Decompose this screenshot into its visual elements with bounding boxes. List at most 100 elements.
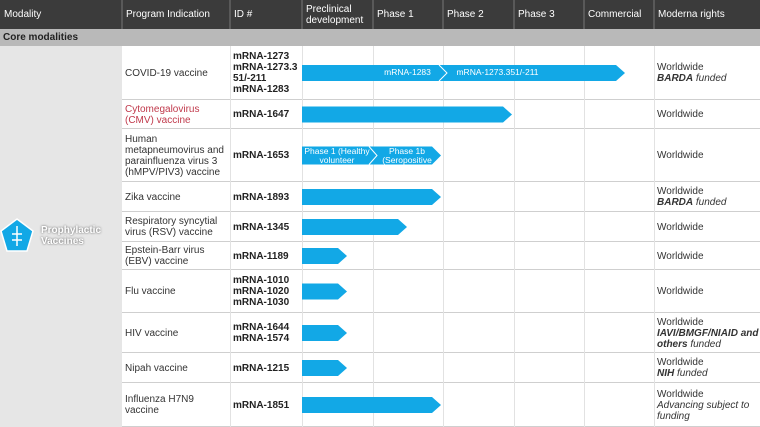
funder: IAVI/BMGF/NIAID and others — [657, 327, 759, 350]
program: COVID-19 vaccine — [125, 67, 208, 79]
funder: BARDA — [657, 73, 694, 84]
id-cell: mRNA-1215 — [230, 353, 302, 383]
program: Cytomegalovirus (CMV) vaccine — [125, 103, 200, 126]
id-cell: mRNA-1189 — [230, 242, 302, 270]
rights: Worldwide — [657, 186, 704, 197]
program-id: mRNA-1647 — [233, 109, 290, 120]
header-cell: ID # — [234, 9, 253, 20]
rights: Worldwide — [657, 62, 704, 73]
header-cell: Program Indication — [126, 9, 210, 20]
funder: BARDA — [657, 197, 694, 208]
note: Advancing subject to funding — [657, 399, 750, 422]
rights-cell: Worldwide — [654, 129, 760, 182]
id-cell: mRNA-1647 — [230, 100, 302, 129]
arrow-label: Phase 1b (Seropositive — [382, 146, 432, 165]
program-id: mRNA-1215 — [233, 362, 290, 374]
program: Influenza H7N9 vaccine — [125, 394, 194, 416]
program-id: mRNA-1189 — [233, 250, 289, 262]
rights-cell: Worldwide — [654, 242, 760, 270]
progress-arrow — [302, 248, 347, 264]
program-id: mRNA-1273.351/-211 — [233, 62, 298, 84]
progress-arrow — [302, 360, 347, 376]
progress-arrow — [302, 106, 512, 123]
progress-arrow — [302, 325, 347, 341]
id-cell: mRNA-1893 — [230, 182, 302, 212]
modality-label: Prophylactic Vaccines — [41, 225, 102, 247]
program: Human metapneumovirus and parainfluenza … — [125, 133, 224, 178]
program: Nipah vaccine — [125, 362, 188, 374]
rights-note: IAVI/BMGF/NIAID and others funded — [657, 328, 760, 350]
program: Flu vaccine — [125, 286, 176, 297]
rights: Worldwide — [657, 316, 704, 328]
arrow-label: Phase 1 (Healthy volunteer — [304, 146, 370, 165]
progress-arrow — [302, 397, 441, 413]
progress-arrow — [302, 283, 347, 300]
program: Epstein-Barr virus (EBV) vaccine — [125, 245, 205, 267]
program-id: mRNA-1345 — [233, 221, 290, 233]
header-cell: Commercial — [588, 9, 642, 20]
id-cell: mRNA-1345 — [230, 212, 302, 242]
arrow-label: mRNA-1283 — [384, 68, 431, 77]
note: funded — [690, 338, 721, 350]
rights: Worldwide — [657, 286, 704, 297]
header-cell: Phase 1 — [377, 9, 414, 20]
program-id: mRNA-1574 — [233, 333, 290, 344]
program: HIV vaccine — [125, 327, 179, 339]
arrow-chevron — [368, 146, 378, 165]
id-cell: mRNA-1010 mRNA-1020 mRNA-1030 — [230, 270, 302, 313]
program-id: mRNA-1283 — [233, 84, 290, 95]
section-title: Core modalities — [3, 32, 79, 43]
arrow-chevron — [438, 64, 448, 82]
program-id: mRNA-1273 — [233, 51, 290, 62]
rights-note: Advancing subject to funding — [657, 400, 760, 422]
id-cell: mRNA-1851 — [230, 383, 302, 427]
rights-note: BARDA funded — [657, 197, 760, 208]
rights-note: NIH funded — [657, 368, 760, 379]
id-cell: mRNA-1273 mRNA-1273.351/-211 mRNA-1283 — [230, 46, 302, 100]
rights: Worldwide — [657, 250, 704, 262]
progress-arrow — [302, 146, 441, 165]
header-cell: Modality — [4, 9, 42, 20]
rights: Worldwide — [657, 221, 704, 233]
program: Respiratory syncytial virus (RSV) vaccin… — [125, 216, 218, 238]
rights-cell: Worldwide Advancing subject to funding — [654, 383, 760, 427]
rights-cell: Worldwide BARDA funded — [654, 46, 760, 100]
rights-cell: Worldwide NIH funded — [654, 353, 760, 383]
rights: Worldwide — [657, 109, 704, 120]
rights: Worldwide — [657, 150, 704, 161]
program-id: mRNA-1893 — [233, 191, 290, 203]
rights-cell: Worldwide BARDA funded — [654, 182, 760, 212]
header-cell: Moderna rights — [658, 9, 725, 20]
program-id: mRNA-1020 — [233, 286, 290, 297]
program-id: mRNA-1851 — [233, 399, 290, 411]
header-cell: Phase 2 — [447, 9, 484, 20]
progress-arrow — [302, 219, 407, 235]
program-id: mRNA-1030 — [233, 297, 290, 308]
rights-cell: Worldwide — [654, 212, 760, 242]
program: Zika vaccine — [125, 191, 181, 203]
progress-arrow — [302, 189, 441, 205]
program-id: mRNA-1644 — [233, 322, 290, 333]
header-cell: Phase 3 — [518, 9, 555, 20]
id-cell: mRNA-1653 — [230, 129, 302, 182]
header-cell: Preclinical development — [306, 3, 364, 26]
arrow-label: mRNA-1273.351/-211 — [456, 68, 539, 77]
note: funded — [695, 73, 727, 84]
program-id: mRNA-1653 — [233, 150, 290, 161]
funder: NIH — [657, 368, 675, 379]
rights: Worldwide — [657, 388, 704, 400]
note: funded — [695, 197, 727, 208]
progress-arrow — [302, 65, 625, 81]
rights-cell: Worldwide IAVI/BMGF/NIAID and others fund… — [654, 313, 760, 353]
header-bg — [0, 0, 760, 29]
note: funded — [677, 368, 708, 379]
rights: Worldwide — [657, 357, 704, 368]
section-bg — [0, 29, 760, 46]
modality-icon-glyph — [12, 226, 22, 246]
program-id: mRNA-1010 — [233, 275, 290, 286]
id-cell: mRNA-1644 mRNA-1574 — [230, 313, 302, 353]
rights-cell: Worldwide — [654, 270, 760, 313]
rights-cell: Worldwide — [654, 100, 760, 129]
